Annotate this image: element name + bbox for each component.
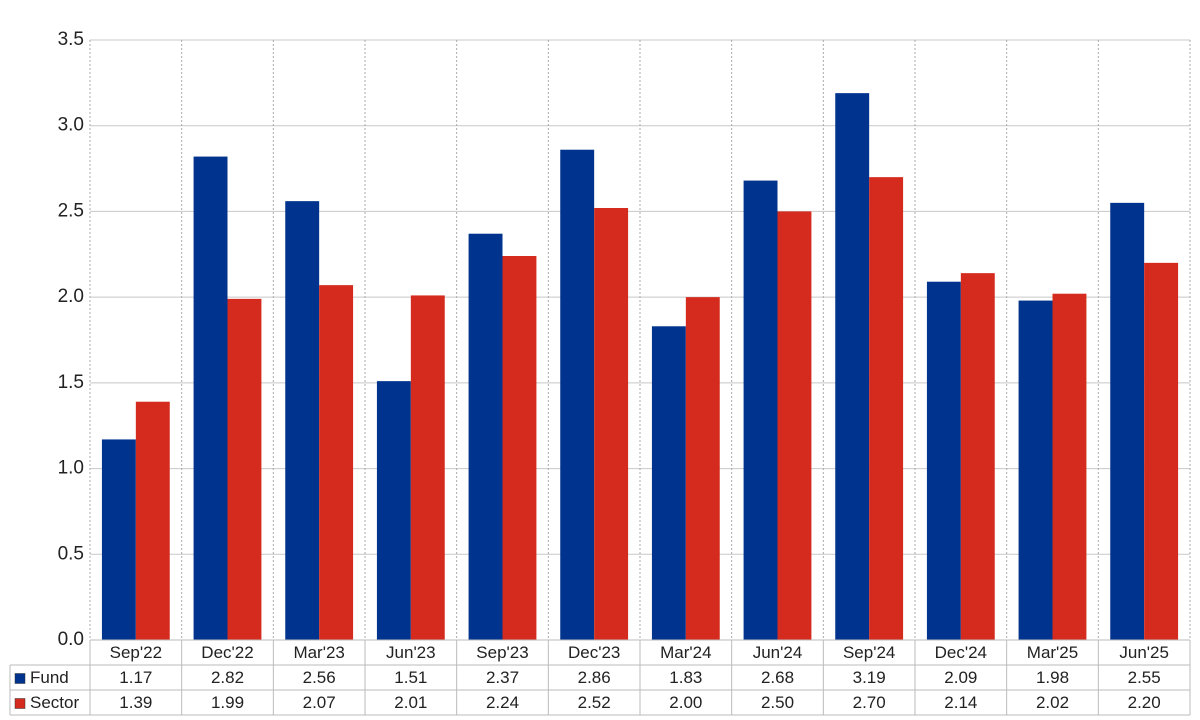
bar — [685, 297, 720, 640]
table-value: 2.68 — [761, 668, 794, 687]
table-value: 2.70 — [853, 693, 886, 712]
x-tick-label: Mar'25 — [1027, 643, 1078, 662]
table-value: 2.20 — [1128, 693, 1161, 712]
bar — [193, 156, 228, 641]
x-tick-label: Dec'23 — [568, 643, 620, 662]
x-tick-label: Jun'25 — [1119, 643, 1169, 662]
table-value: 2.02 — [1036, 693, 1069, 712]
table-value: 2.82 — [211, 668, 244, 687]
bar — [468, 233, 503, 640]
bar — [960, 273, 995, 640]
bar — [926, 281, 961, 640]
x-tick-label: Sep'23 — [476, 643, 528, 662]
table-value: 1.83 — [669, 668, 702, 687]
bar — [777, 211, 812, 640]
bar — [135, 401, 170, 640]
legend-swatch — [14, 698, 26, 709]
bar — [1144, 262, 1179, 640]
table-value: 2.52 — [578, 693, 611, 712]
legend-swatch — [14, 673, 26, 684]
table-value: 2.01 — [394, 693, 427, 712]
table-value: 2.14 — [944, 693, 977, 712]
table-value: 2.50 — [761, 693, 794, 712]
table-value: 1.98 — [1036, 668, 1069, 687]
bar — [594, 208, 629, 640]
x-tick-label: Dec'22 — [201, 643, 253, 662]
bar — [743, 180, 778, 641]
bar — [101, 439, 136, 640]
table-value: 3.19 — [853, 668, 886, 687]
x-tick-label: Sep'22 — [110, 643, 162, 662]
x-tick-label: Sep'24 — [843, 643, 895, 662]
table-value: 2.37 — [486, 668, 519, 687]
y-tick-label: 1.0 — [58, 458, 84, 479]
table-value: 1.51 — [394, 668, 427, 687]
y-tick-label: 0.0 — [58, 629, 84, 650]
table-value: 2.24 — [486, 693, 519, 712]
table-value: 2.86 — [578, 668, 611, 687]
bar — [651, 326, 686, 640]
bar — [410, 295, 445, 640]
y-tick-label: 2.5 — [58, 200, 84, 221]
table-value: 1.99 — [211, 693, 244, 712]
legend-label: Sector — [30, 693, 79, 712]
bar — [285, 201, 320, 640]
table-value: 2.55 — [1128, 668, 1161, 687]
bar — [835, 93, 870, 640]
bar — [560, 149, 595, 640]
bar — [502, 256, 537, 640]
bar — [1052, 293, 1087, 640]
table-value: 2.00 — [669, 693, 702, 712]
bar — [1110, 202, 1145, 640]
legend-label: Fund — [30, 668, 69, 687]
y-tick-label: 3.0 — [58, 115, 84, 136]
table-value: 2.56 — [303, 668, 336, 687]
bar — [1018, 300, 1053, 640]
table-value: 1.17 — [119, 668, 152, 687]
table-value: 2.09 — [944, 668, 977, 687]
bar — [376, 381, 411, 640]
x-tick-label: Mar'23 — [293, 643, 344, 662]
bar — [319, 285, 354, 640]
x-tick-label: Jun'23 — [386, 643, 436, 662]
table-value: 2.07 — [303, 693, 336, 712]
y-tick-label: 3.5 — [58, 29, 84, 50]
y-tick-label: 0.5 — [58, 543, 84, 564]
bar — [869, 177, 904, 640]
x-tick-label: Jun'24 — [753, 643, 803, 662]
y-tick-label: 1.5 — [58, 372, 84, 393]
x-tick-label: Mar'24 — [660, 643, 711, 662]
bar — [227, 298, 262, 640]
y-tick-label: 2.0 — [58, 286, 84, 307]
x-tick-label: Dec'24 — [935, 643, 987, 662]
table-value: 1.39 — [119, 693, 152, 712]
